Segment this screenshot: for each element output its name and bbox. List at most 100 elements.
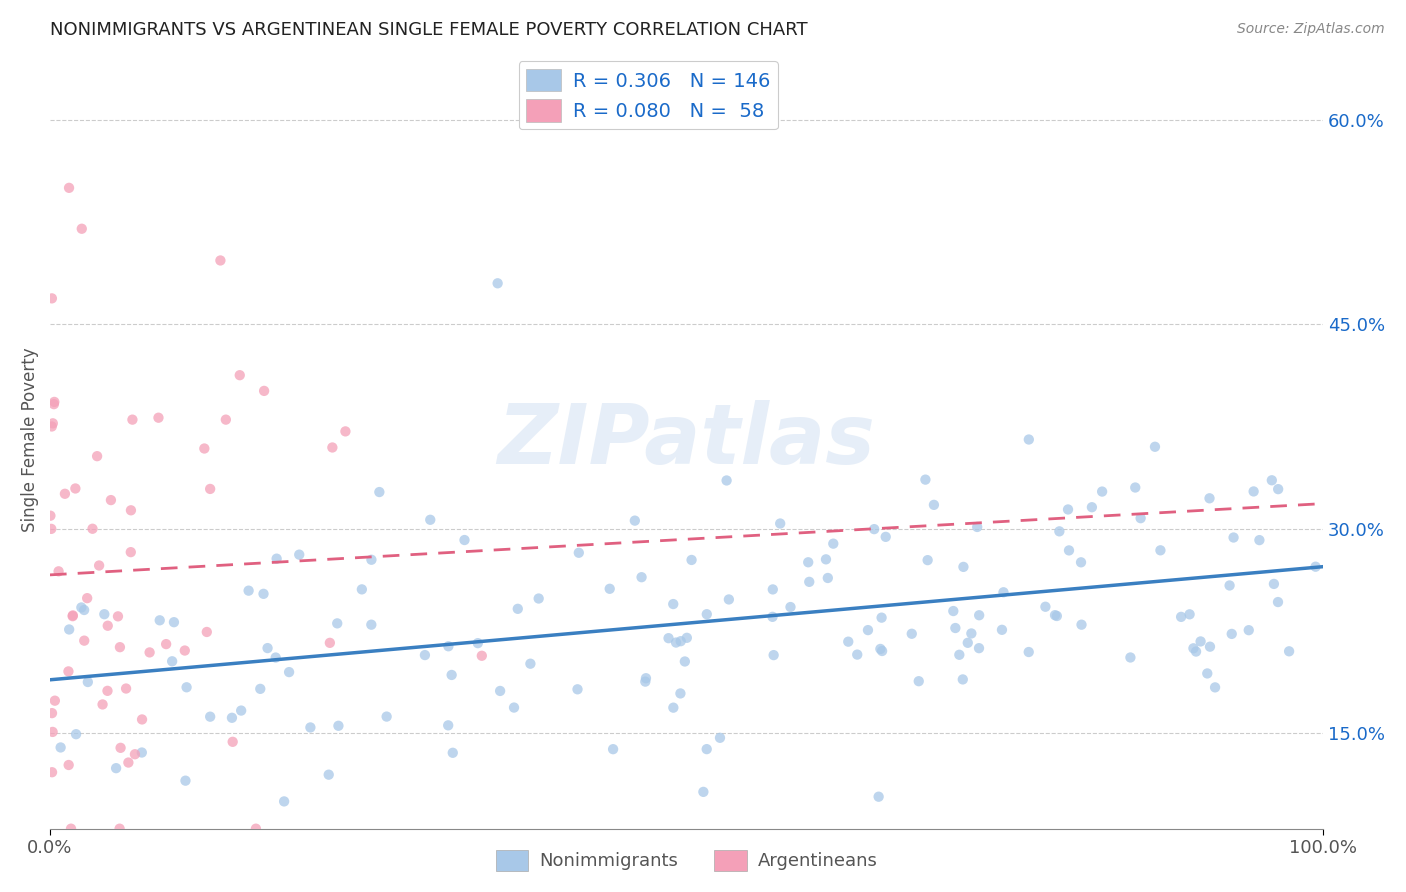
Point xyxy=(956,636,979,650)
Point xyxy=(288,548,311,562)
Point xyxy=(437,718,460,732)
Point xyxy=(319,636,342,650)
Point xyxy=(256,641,278,656)
Point xyxy=(1018,645,1040,659)
Point xyxy=(1070,617,1092,632)
Point xyxy=(870,644,893,658)
Point xyxy=(952,560,974,574)
Point xyxy=(993,585,1015,599)
Point xyxy=(900,627,922,641)
Point xyxy=(76,591,98,606)
Point xyxy=(97,618,120,632)
Point xyxy=(1198,491,1220,506)
Point xyxy=(39,522,62,536)
Point xyxy=(42,397,65,411)
Point xyxy=(709,731,731,745)
Point xyxy=(149,613,172,627)
Point xyxy=(696,742,718,756)
Point xyxy=(1123,481,1146,495)
Point xyxy=(1261,473,1284,487)
Point xyxy=(96,683,118,698)
Point xyxy=(817,571,839,585)
Point xyxy=(453,533,475,547)
Point xyxy=(131,713,153,727)
Point xyxy=(110,740,132,755)
Point xyxy=(117,756,139,770)
Point xyxy=(868,789,890,804)
Point xyxy=(527,591,550,606)
Point xyxy=(1243,484,1265,499)
Point xyxy=(360,617,382,632)
Point xyxy=(669,634,692,648)
Point xyxy=(634,671,657,685)
Point xyxy=(93,607,115,622)
Point xyxy=(41,706,63,720)
Point xyxy=(221,735,243,749)
Point xyxy=(681,553,703,567)
Point xyxy=(299,721,322,735)
Point xyxy=(249,681,271,696)
Point xyxy=(41,291,63,305)
Point xyxy=(70,600,93,615)
Point xyxy=(489,684,512,698)
Point xyxy=(107,609,129,624)
Point xyxy=(87,558,110,573)
Point xyxy=(60,822,83,836)
Point xyxy=(1185,644,1208,658)
Point xyxy=(65,727,87,741)
Point xyxy=(1189,634,1212,648)
Point xyxy=(869,642,891,657)
Point xyxy=(105,761,128,775)
Point xyxy=(273,794,295,808)
Point xyxy=(62,608,84,623)
Point xyxy=(1035,599,1057,614)
Text: Source: ZipAtlas.com: Source: ZipAtlas.com xyxy=(1237,22,1385,37)
Point xyxy=(215,412,238,426)
Point xyxy=(1149,543,1171,558)
Point xyxy=(1047,524,1070,539)
Point xyxy=(221,711,243,725)
Point xyxy=(837,634,859,648)
Point xyxy=(321,441,343,455)
Point xyxy=(486,277,509,291)
Point xyxy=(58,623,80,637)
Point xyxy=(907,674,929,689)
Point xyxy=(58,665,80,679)
Point xyxy=(717,592,740,607)
Point xyxy=(1204,681,1226,695)
Point xyxy=(264,650,287,665)
Point xyxy=(914,473,936,487)
Point xyxy=(716,474,738,488)
Point xyxy=(174,773,197,788)
Point xyxy=(245,822,267,836)
Point xyxy=(779,600,801,615)
Point xyxy=(124,747,146,762)
Point xyxy=(1199,640,1222,654)
Point xyxy=(1267,482,1289,496)
Point xyxy=(375,709,398,723)
Point xyxy=(762,648,785,662)
Point xyxy=(131,746,153,760)
Point xyxy=(506,602,529,616)
Point xyxy=(62,609,84,624)
Point xyxy=(1278,644,1301,658)
Point xyxy=(1222,531,1244,545)
Point xyxy=(1081,500,1104,515)
Point xyxy=(350,582,373,597)
Point xyxy=(437,640,460,654)
Point xyxy=(148,410,170,425)
Point xyxy=(163,615,186,630)
Point xyxy=(58,181,80,195)
Point xyxy=(328,719,350,733)
Point xyxy=(761,610,783,624)
Point xyxy=(252,587,274,601)
Point xyxy=(195,624,218,639)
Point xyxy=(1267,595,1289,609)
Point xyxy=(115,681,138,696)
Y-axis label: Single Female Poverty: Single Female Poverty xyxy=(21,348,39,533)
Point xyxy=(41,419,63,434)
Point xyxy=(419,513,441,527)
Point xyxy=(39,508,62,523)
Point xyxy=(665,635,688,649)
Point xyxy=(823,536,845,550)
